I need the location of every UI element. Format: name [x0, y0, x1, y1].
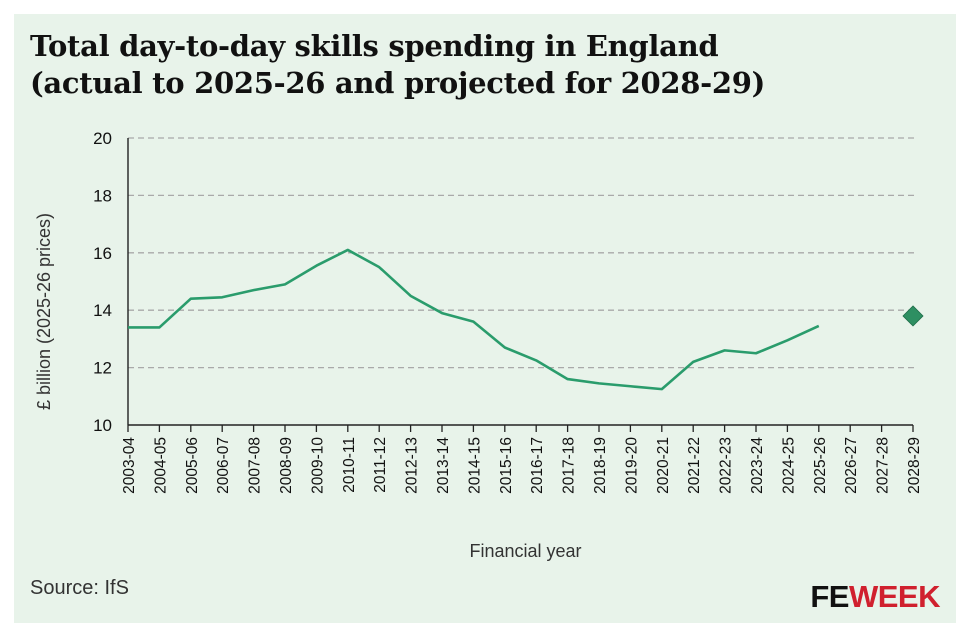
x-tick-label: 2023-24 [749, 437, 766, 494]
x-tick-label: 2027-28 [875, 437, 892, 494]
x-tick-label: 2019-20 [623, 437, 640, 494]
chart-title: Total day-to-day skills spending in Engl… [30, 28, 930, 102]
x-tick-label: 2004-05 [152, 437, 169, 494]
y-tick-label: 14 [93, 301, 112, 320]
x-tick-label: 2011-12 [372, 437, 389, 493]
spending-line [128, 248, 820, 391]
chart-title-line1: Total day-to-day skills spending in Engl… [30, 29, 719, 63]
x-axis-title: Financial year [469, 541, 581, 561]
y-tick-label: 18 [93, 186, 112, 205]
chart-title-line2: (actual to 2025-26 and projected for 202… [30, 66, 766, 100]
x-tick-label: 2012-13 [404, 437, 421, 494]
x-tick-label: 2008-09 [278, 437, 295, 494]
x-tick-label: 2025-26 [812, 437, 829, 494]
fe-week-logo: FEWEEK [810, 580, 940, 614]
y-tick-label: 20 [93, 129, 112, 148]
logo-week: WEEK [849, 579, 941, 614]
x-tick-label: 2006-07 [215, 437, 232, 494]
y-axis-title: £ billion (2025-26 prices) [34, 213, 54, 410]
x-tick-label: 2026-27 [843, 437, 860, 494]
x-tick-label: 2010-11 [341, 437, 358, 493]
x-tick-label: 2024-25 [780, 437, 797, 494]
y-tick-label: 16 [93, 244, 112, 263]
x-tick-label: 2013-14 [435, 437, 452, 494]
x-tick-label: 2003-04 [121, 437, 138, 494]
x-tick-label: 2014-15 [466, 437, 483, 494]
x-tick-label: 2017-18 [561, 437, 578, 494]
x-tick-label: 2009-10 [309, 437, 326, 494]
x-tick-label: 2020-21 [655, 437, 672, 494]
x-tick-label: 2005-06 [184, 437, 201, 494]
x-tick-label: 2021-22 [686, 437, 703, 494]
x-tick-label: 2007-08 [247, 437, 264, 494]
x-tick-label: 2015-16 [498, 437, 515, 494]
y-tick-label: 12 [93, 359, 112, 378]
x-tick-label: 2018-19 [592, 437, 609, 494]
projection-marker [902, 305, 924, 327]
source-note: Source: IfS [30, 577, 129, 599]
x-tick-label: 2028-29 [906, 437, 923, 494]
y-tick-label: 10 [93, 416, 112, 435]
x-tick-label: 2022-23 [718, 437, 735, 494]
x-tick-label: 2016-17 [529, 437, 546, 494]
logo-fe: FE [810, 579, 849, 614]
